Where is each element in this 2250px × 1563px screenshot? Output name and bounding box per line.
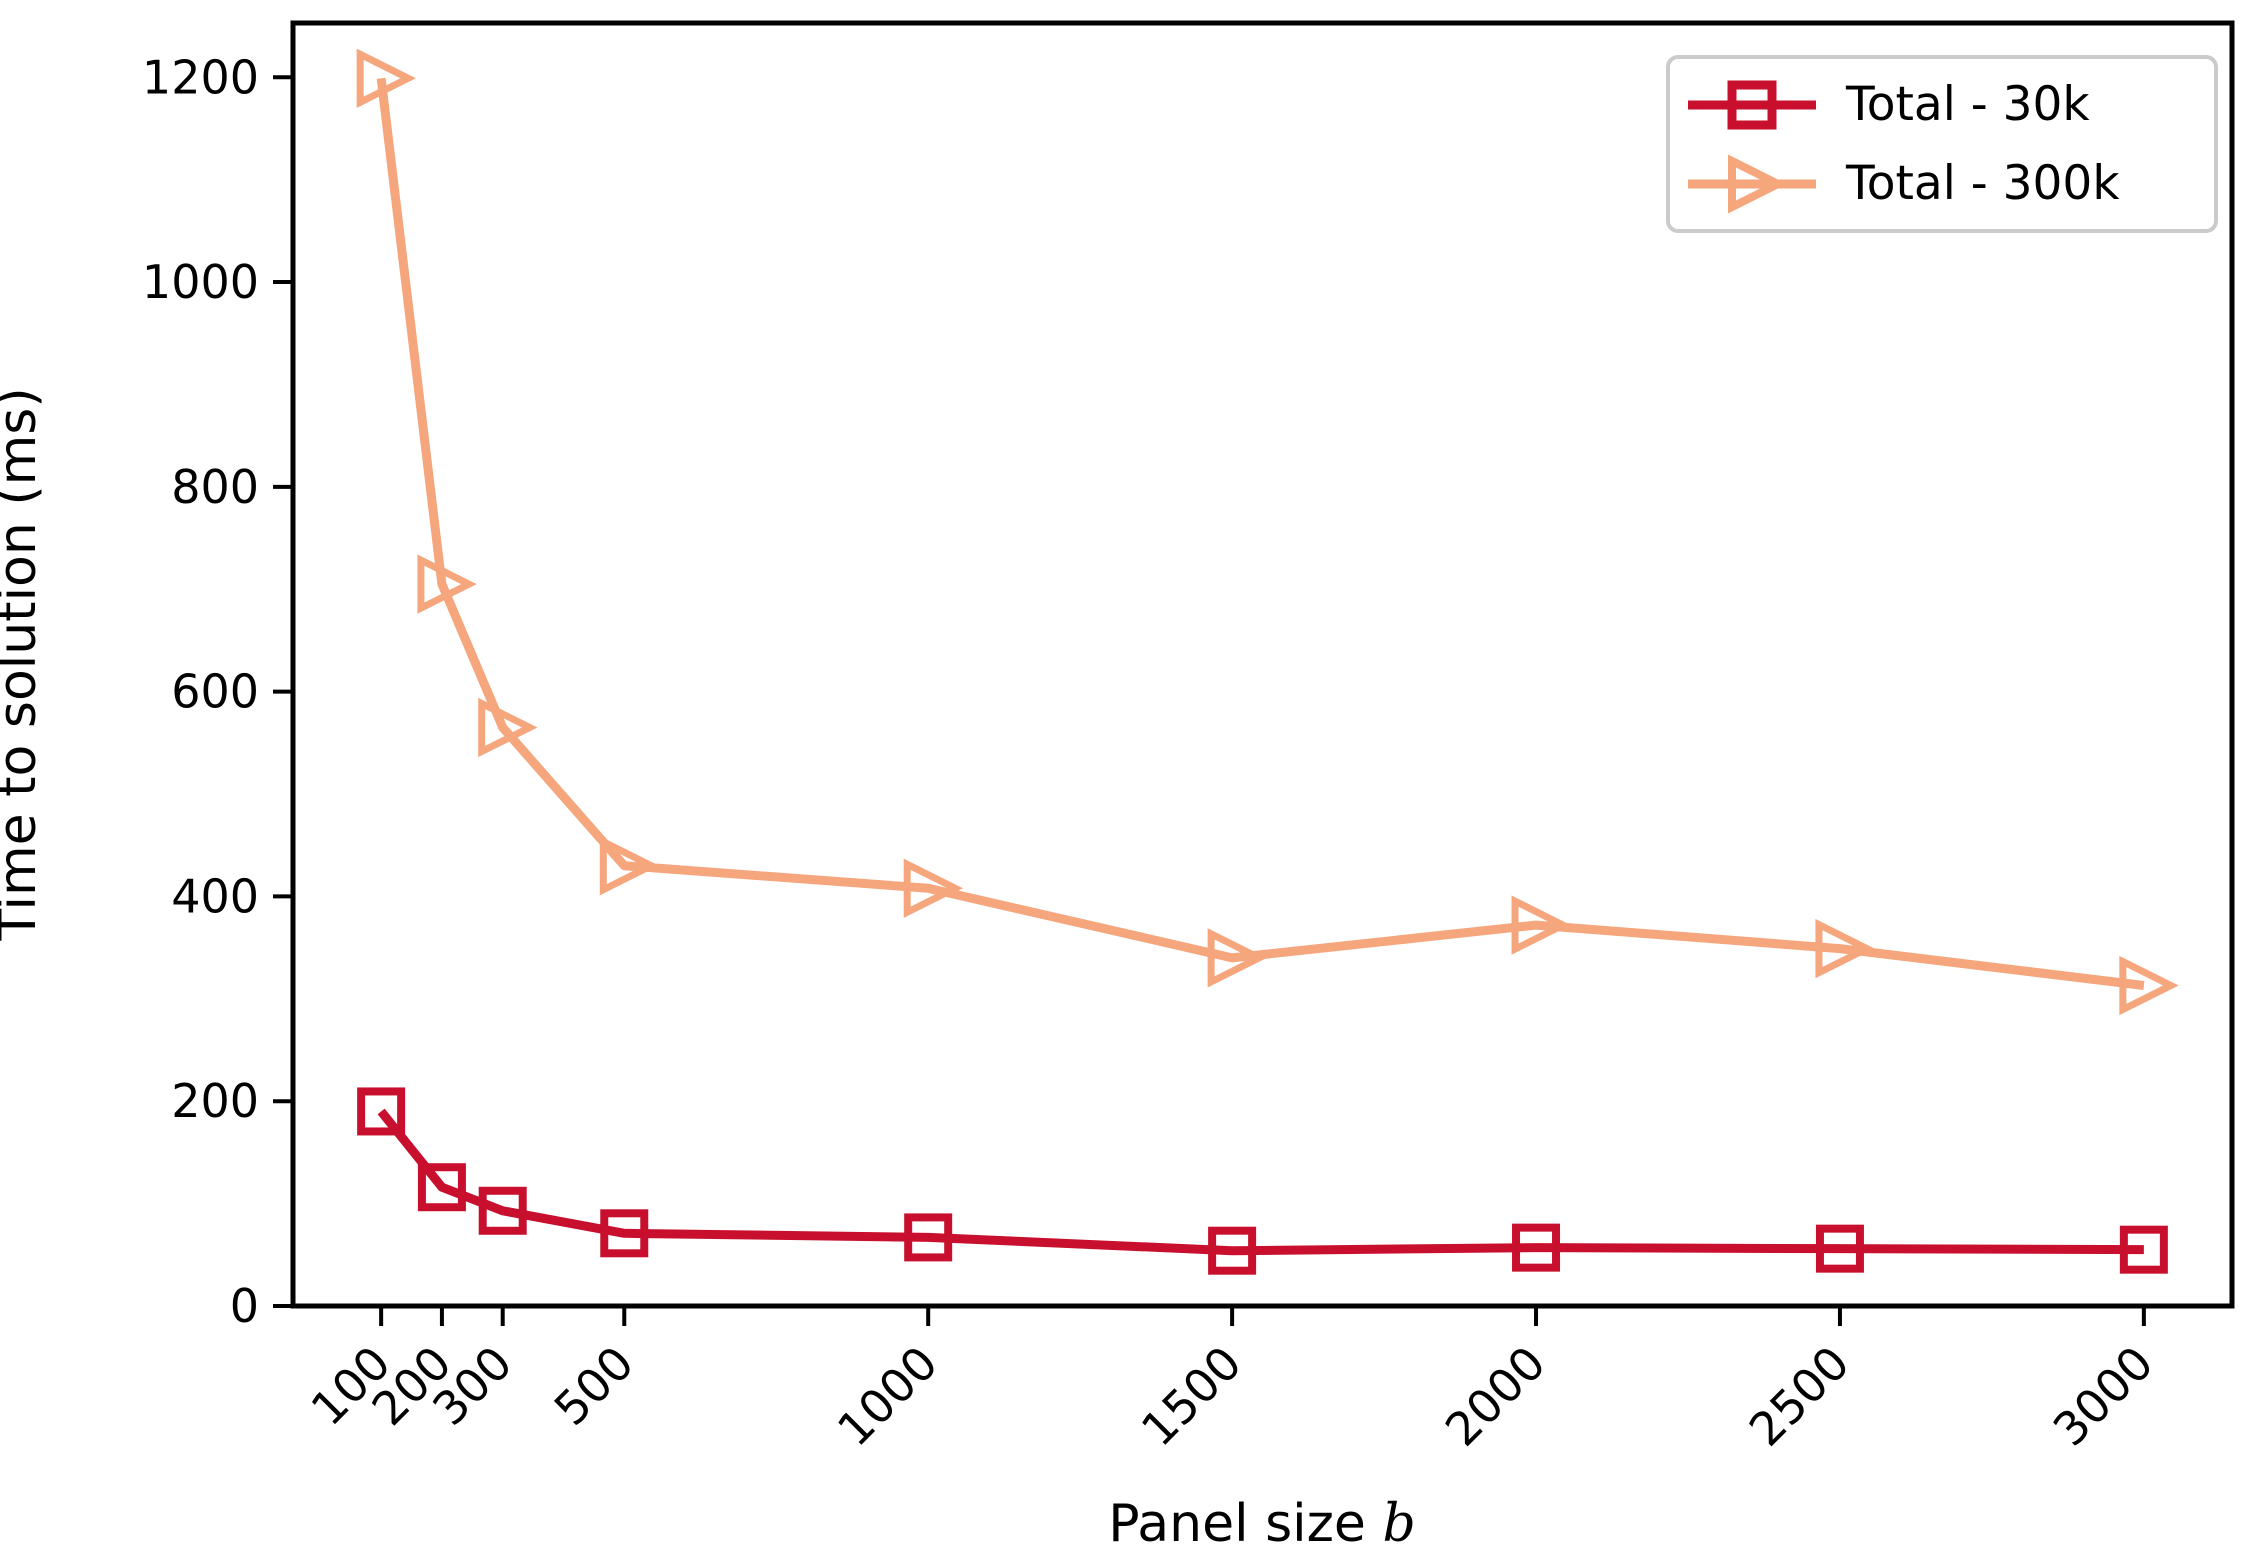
data-point-marker-square: [1512, 1223, 1561, 1272]
y-tick-label: 0: [230, 1279, 259, 1333]
data-point-marker-square: [2119, 1225, 2168, 1274]
data-point-marker-square: [1815, 1224, 1864, 1273]
legend-marker-square-icon: [1688, 80, 1816, 129]
data-point-marker-triangle-right: [2119, 955, 2179, 1016]
legend-entry-total-300k: Total - 300k: [1684, 144, 2200, 223]
data-point-marker-square: [357, 1087, 406, 1136]
x-axis-label: Panel size b: [1108, 1494, 1415, 1554]
x-tick-label: 3000: [2043, 1336, 2164, 1457]
x-tick-label: 500: [544, 1336, 644, 1436]
legend-entry-total-30k: Total - 30k: [1684, 65, 2200, 144]
x-tick-label: 2000: [1435, 1336, 1556, 1457]
data-point-marker-triangle-right: [599, 836, 660, 896]
legend-marker-triangle-icon: [1688, 154, 1816, 213]
data-point-marker-triangle-right: [356, 48, 416, 108]
y-tick-label: 800: [171, 460, 259, 514]
data-point-marker-square: [417, 1163, 466, 1212]
y-axis-label: Time to solution (ms): [0, 387, 48, 941]
axes-frame: [290, 20, 2235, 1309]
data-point-marker-triangle-right: [1511, 895, 1571, 955]
data-point-marker-triangle-right: [417, 554, 477, 614]
data-point-marker-triangle-right: [478, 697, 538, 758]
series-line-total-300k: [376, 77, 2145, 990]
y-tick-label: 200: [171, 1074, 259, 1128]
data-point-marker-triangle-right: [1815, 918, 1875, 979]
y-tick-label: 400: [171, 869, 259, 923]
x-axis-label-text: Panel size: [1108, 1494, 1383, 1554]
data-point-marker-square: [1208, 1226, 1257, 1275]
data-point-marker-triangle-right: [1207, 928, 1267, 988]
y-tick-label: 600: [171, 665, 259, 719]
x-tick-label: 1000: [827, 1336, 948, 1457]
x-tick-label: 1500: [1131, 1336, 1252, 1457]
legend-label: Total - 30k: [1846, 77, 2090, 132]
data-point-marker-square: [904, 1213, 953, 1262]
y-tick-label: 1200: [142, 50, 259, 104]
legend-label: Total - 300k: [1846, 156, 2120, 211]
legend: Total - 30k Total - 300k: [1666, 55, 2218, 233]
x-tick-label: 2500: [1739, 1336, 1860, 1457]
data-point-marker-square: [478, 1186, 527, 1235]
data-point-marker-triangle-right: [903, 858, 964, 918]
x-axis-label-variable: b: [1382, 1494, 1416, 1554]
y-tick-label: 1000: [142, 255, 259, 309]
data-point-marker-square: [600, 1209, 649, 1258]
